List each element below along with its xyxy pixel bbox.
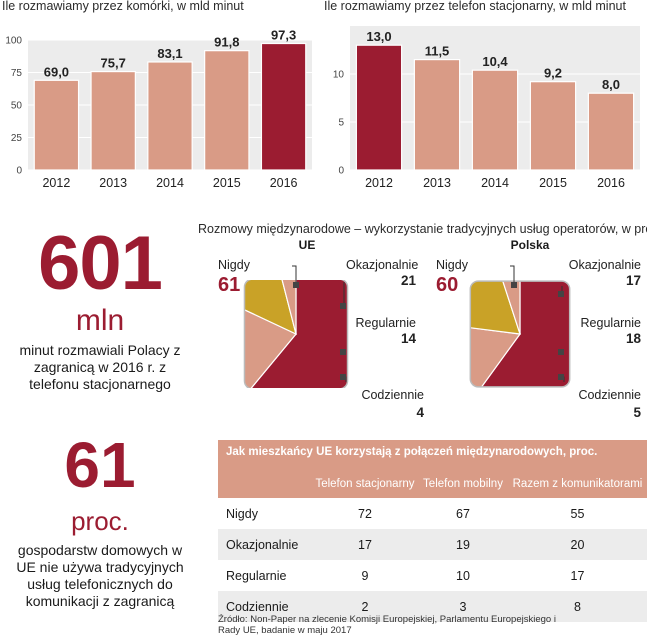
pie-pl-nigdy-value: 60: [436, 274, 459, 296]
x-tick-label: 2013: [423, 176, 451, 190]
bar-2015: [204, 50, 250, 171]
pie-ue: [243, 280, 349, 388]
x-tick-label: 2014: [481, 176, 509, 190]
pie-frame: [469, 280, 571, 388]
x-tick-label: 2015: [213, 176, 241, 190]
table-title: Jak mieszkańcy UE korzystają z połączeń …: [218, 440, 647, 470]
y-tick-label: 50: [11, 101, 23, 112]
y-tick-label: 75: [11, 68, 23, 79]
bar-2013: [90, 70, 136, 171]
pie-slice-Okazjonalnie: [470, 322, 522, 387]
pie-pl-okaz-label: Okazjonalnie: [568, 258, 641, 272]
bar-value-label: 97,3: [271, 28, 296, 43]
bar-2015: [529, 81, 577, 171]
pie-pl-codz-label: Codziennie: [578, 388, 641, 402]
stat1-unit: mln: [75, 304, 125, 337]
pie-ue-okaz-label: Okazjonalnie: [346, 258, 419, 272]
col-header-komunikatory: Razem z komunikatorami: [508, 470, 647, 498]
y-tick-label: 25: [11, 133, 23, 144]
mobile-chart-title: Ile rozmawiamy przez komórki, w mld minu…: [2, 0, 244, 13]
pie-ue-leaders: [292, 265, 347, 382]
x-tick-label: 2014: [156, 176, 184, 190]
bar-value-label: 75,7: [101, 56, 126, 71]
y-tick-label: 5: [338, 118, 344, 129]
pie-pl-leaders: [510, 265, 565, 382]
pie-pl: [469, 280, 571, 388]
pie-slice-Codziennie: [272, 280, 297, 335]
pie-slice-Nigdy: [244, 280, 348, 388]
pie-ue-codz-label: Codziennie: [361, 388, 424, 402]
x-tick-label: 2012: [42, 176, 70, 190]
pie-ue-codz-value: 4: [416, 405, 424, 420]
bar-2014: [471, 69, 519, 171]
y-tick-label: 10: [333, 70, 345, 81]
bar-2012: [355, 44, 403, 171]
pie-pl-codz-value: 5: [633, 405, 641, 420]
y-tick-label: 0: [338, 166, 344, 177]
bar-2013: [413, 58, 461, 171]
bar-value-label: 91,8: [214, 35, 239, 50]
pie-ue-head: UE: [298, 238, 316, 252]
pie-pl-head: Polska: [510, 238, 550, 252]
bar-value-label: 9,2: [544, 66, 562, 81]
pie-slice-Nigdy: [470, 281, 570, 387]
stat2-caption: gospodarstw domowych w UE nie używa trad…: [16, 542, 184, 609]
y-tick-label: 100: [5, 36, 22, 47]
col-header-mobilny: Telefon mobilny: [418, 470, 508, 498]
pie-slice-Codziennie: [492, 281, 521, 335]
pie-ue-nigdy-value: 61: [218, 274, 241, 296]
stat2-unit: proc.: [71, 506, 129, 536]
bar-2012: [33, 79, 80, 171]
table-row: Codziennie 2 3 8: [218, 591, 647, 622]
landline-bar-chart: 0 5 10 13,0 2012 11,5 2013 10,4 2014 9,2 2015 8,0 20…: [333, 26, 640, 190]
pie-ue-nigdy-label: Nigdy: [218, 258, 250, 272]
x-tick-label: 2015: [539, 176, 567, 190]
bar-value-label: 83,1: [157, 46, 182, 61]
pie-ue-okaz-value: 21: [400, 273, 416, 288]
table-row: Okazjonalnie 17 19 20: [218, 529, 647, 560]
landline-chart-title: Ile rozmawiamy przez telefon stacjonarny…: [324, 0, 626, 13]
pie-frame: [243, 280, 349, 388]
source-note: Źródło: Non-Paper na zlecenie Komisji Eu…: [218, 614, 556, 636]
table-row: Regularnie 9 10 17: [226, 568, 585, 583]
x-tick-label: 2013: [99, 176, 127, 190]
x-tick-label: 2016: [270, 176, 298, 190]
bar-value-label: 10,4: [482, 54, 508, 69]
bar-2016: [260, 42, 307, 171]
bar-value-label: 13,0: [366, 29, 391, 44]
bar-value-label: 8,0: [602, 77, 620, 92]
pie-pl-reg-value: 18: [625, 331, 641, 346]
x-tick-label: 2012: [365, 176, 393, 190]
usage-table: Jak mieszkańcy UE korzystają z połączeń …: [218, 440, 647, 622]
x-tick-label: 2016: [597, 176, 625, 190]
pie-ue-reg-label: Regularnie: [355, 316, 416, 330]
mobile-bar-chart: 0 25 50 75 100 69,0 2012 75,7 2013 83,1 2014 91,8 20…: [5, 28, 312, 190]
pie-slice-Regularnie: [244, 280, 297, 336]
y-tick-label: 0: [16, 166, 22, 177]
bar-value-label: 69,0: [44, 64, 69, 79]
pie-pl-reg-label: Regularnie: [580, 316, 641, 330]
col-header-stacjonarny: Telefon stacjonarny: [312, 470, 418, 498]
bar-value-label: 11,5: [425, 44, 450, 59]
pies-title: Rozmowy międzynarodowe – wykorzystanie t…: [198, 222, 647, 236]
pie-slice-Regularnie: [470, 281, 521, 335]
pie-ue-reg-value: 14: [400, 331, 416, 346]
stat1-number: 601: [38, 221, 163, 306]
bar-2016: [587, 92, 635, 171]
stat1-caption: minut rozmawiali Polacy z zagranicą w 20…: [19, 342, 181, 392]
pie-pl-okaz-value: 17: [625, 273, 641, 288]
table-row: Nigdy 72 67 55: [226, 506, 585, 521]
bar-2014: [147, 61, 193, 171]
pie-pl-nigdy-label: Nigdy: [436, 258, 468, 272]
pie-slice-Okazjonalnie: [244, 295, 297, 388]
stat2-number: 61: [64, 429, 136, 501]
